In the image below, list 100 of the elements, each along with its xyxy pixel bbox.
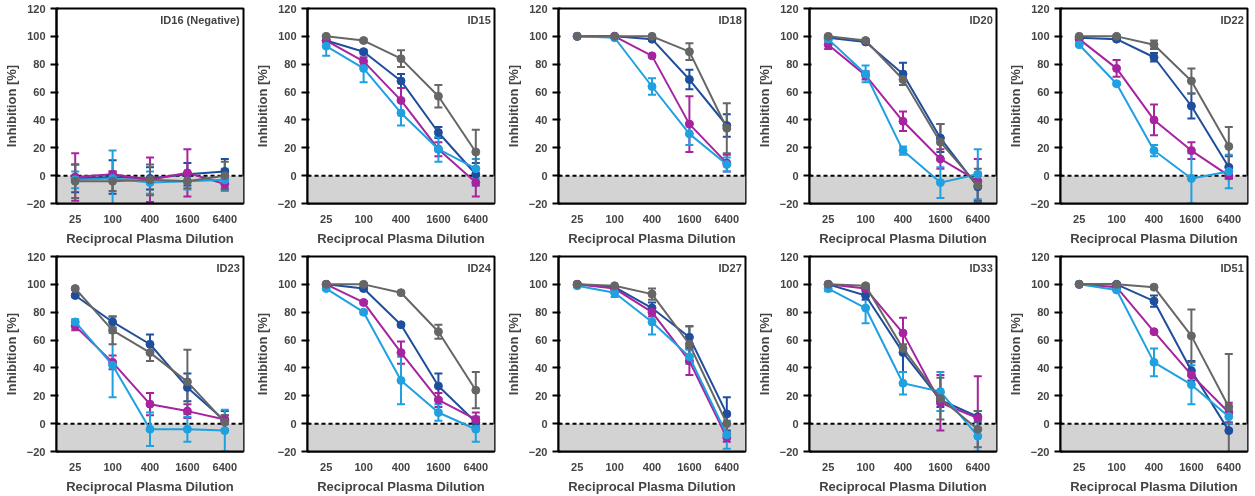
y-tick-label: 100 [1031, 278, 1050, 291]
chart-title: ID15 [467, 13, 491, 26]
y-axis-title: Inhibition [%] [3, 312, 19, 396]
y-tick-label: −20 [528, 197, 548, 210]
x-axis-title: Reciprocal Plasma Dilution [66, 230, 234, 246]
x-axis-title: Reciprocal Plasma Dilution [317, 230, 485, 246]
x-tick-label: 1600 [677, 460, 702, 473]
y-tick-label: 100 [780, 278, 799, 291]
chart-title: ID24 [467, 261, 492, 274]
y-tick-label: 60 [33, 86, 46, 99]
x-tick-label: 6400 [1216, 460, 1242, 473]
x-tick-label: 1600 [175, 460, 200, 473]
x-tick-label: 100 [354, 212, 373, 225]
x-tick-label: 100 [1107, 212, 1126, 225]
y-tick-label: 100 [529, 30, 548, 43]
x-tick-label: 400 [140, 212, 160, 225]
chart-title: ID33 [969, 261, 993, 274]
x-tick-label: 1600 [928, 460, 953, 473]
y-tick-label: 120 [278, 2, 297, 15]
y-axis-title: Inhibition [%] [3, 64, 19, 148]
y-tick-label: 100 [529, 278, 548, 291]
y-tick-label: 0 [541, 169, 548, 182]
chart-title: ID16 (Negative) [160, 13, 241, 26]
y-tick-label: 40 [1037, 113, 1050, 126]
x-axis-title: Reciprocal Plasma Dilution [819, 230, 987, 246]
x-tick-label: 6400 [714, 212, 740, 225]
x-tick-label: 25 [320, 460, 333, 473]
y-tick-label: 60 [1037, 86, 1050, 99]
y-tick-label: 60 [284, 334, 297, 347]
y-tick-label: 120 [529, 2, 548, 15]
x-tick-label: 25 [822, 460, 835, 473]
y-tick-label: 120 [529, 250, 548, 263]
y-tick-label: 80 [33, 306, 46, 319]
x-tick-label: 25 [69, 212, 82, 225]
y-tick-label: −20 [26, 197, 46, 210]
y-tick-label: 60 [786, 86, 799, 99]
x-tick-label: 400 [1144, 460, 1164, 473]
y-tick-label: 120 [278, 250, 297, 263]
y-tick-label: 120 [27, 250, 46, 263]
x-tick-label: 100 [354, 460, 373, 473]
y-axis-title: Inhibition [%] [1007, 64, 1023, 148]
y-tick-label: 80 [1037, 306, 1050, 319]
y-tick-label: 40 [284, 361, 297, 374]
y-tick-label: 60 [786, 334, 799, 347]
chart-title: ID20 [969, 13, 993, 26]
y-tick-label: 100 [780, 30, 799, 43]
chart-title: ID22 [1220, 13, 1244, 26]
x-tick-label: 100 [1107, 460, 1126, 473]
y-tick-label: 20 [535, 141, 548, 154]
y-tick-label: −20 [779, 445, 799, 458]
y-tick-label: 40 [535, 113, 548, 126]
y-tick-label: −20 [277, 445, 297, 458]
y-tick-label: −20 [1030, 197, 1050, 210]
y-tick-label: 0 [290, 417, 297, 430]
x-tick-label: 1600 [928, 212, 953, 225]
chart-title: ID27 [718, 261, 742, 274]
x-tick-label: 400 [1144, 212, 1164, 225]
y-tick-label: 20 [284, 389, 297, 402]
y-tick-label: 0 [792, 169, 799, 182]
x-tick-label: 400 [391, 460, 411, 473]
y-tick-label: 20 [535, 389, 548, 402]
y-axis-title: Inhibition [%] [505, 64, 521, 148]
x-tick-label: 400 [140, 460, 160, 473]
y-tick-label: 0 [541, 417, 548, 430]
x-tick-label: 1600 [426, 212, 451, 225]
x-tick-label: 400 [642, 212, 662, 225]
y-tick-label: 100 [27, 278, 46, 291]
x-tick-label: 25 [1073, 212, 1086, 225]
x-tick-label: 6400 [212, 212, 238, 225]
x-axis-title: Reciprocal Plasma Dilution [568, 478, 736, 494]
x-tick-label: 1600 [175, 212, 200, 225]
y-tick-label: 0 [1043, 169, 1050, 182]
x-tick-label: 25 [571, 460, 584, 473]
x-tick-label: 6400 [714, 460, 740, 473]
x-tick-label: 6400 [965, 460, 991, 473]
y-tick-label: 0 [290, 169, 297, 182]
y-axis-title: Inhibition [%] [756, 64, 772, 148]
y-tick-label: 0 [39, 169, 46, 182]
x-tick-label: 6400 [965, 212, 991, 225]
x-tick-label: 6400 [212, 460, 238, 473]
chart-title: ID51 [1220, 261, 1244, 274]
y-tick-label: 60 [1037, 334, 1050, 347]
y-tick-label: 120 [1031, 2, 1050, 15]
y-tick-label: −20 [277, 197, 297, 210]
y-axis-title: Inhibition [%] [254, 64, 270, 148]
y-tick-label: 120 [780, 2, 799, 15]
y-tick-label: 20 [786, 389, 799, 402]
y-tick-label: 0 [39, 417, 46, 430]
y-tick-label: 20 [33, 141, 46, 154]
y-tick-label: 100 [1031, 30, 1050, 43]
y-tick-label: 80 [284, 306, 297, 319]
x-tick-label: 6400 [1216, 212, 1242, 225]
x-axis-title: Reciprocal Plasma Dilution [819, 478, 987, 494]
x-axis-title: Reciprocal Plasma Dilution [1070, 478, 1238, 494]
x-tick-label: 100 [103, 460, 122, 473]
y-tick-label: 80 [284, 58, 297, 71]
y-tick-label: −20 [528, 445, 548, 458]
y-tick-label: −20 [26, 445, 46, 458]
x-tick-label: 1600 [426, 460, 451, 473]
y-tick-label: 40 [786, 361, 799, 374]
